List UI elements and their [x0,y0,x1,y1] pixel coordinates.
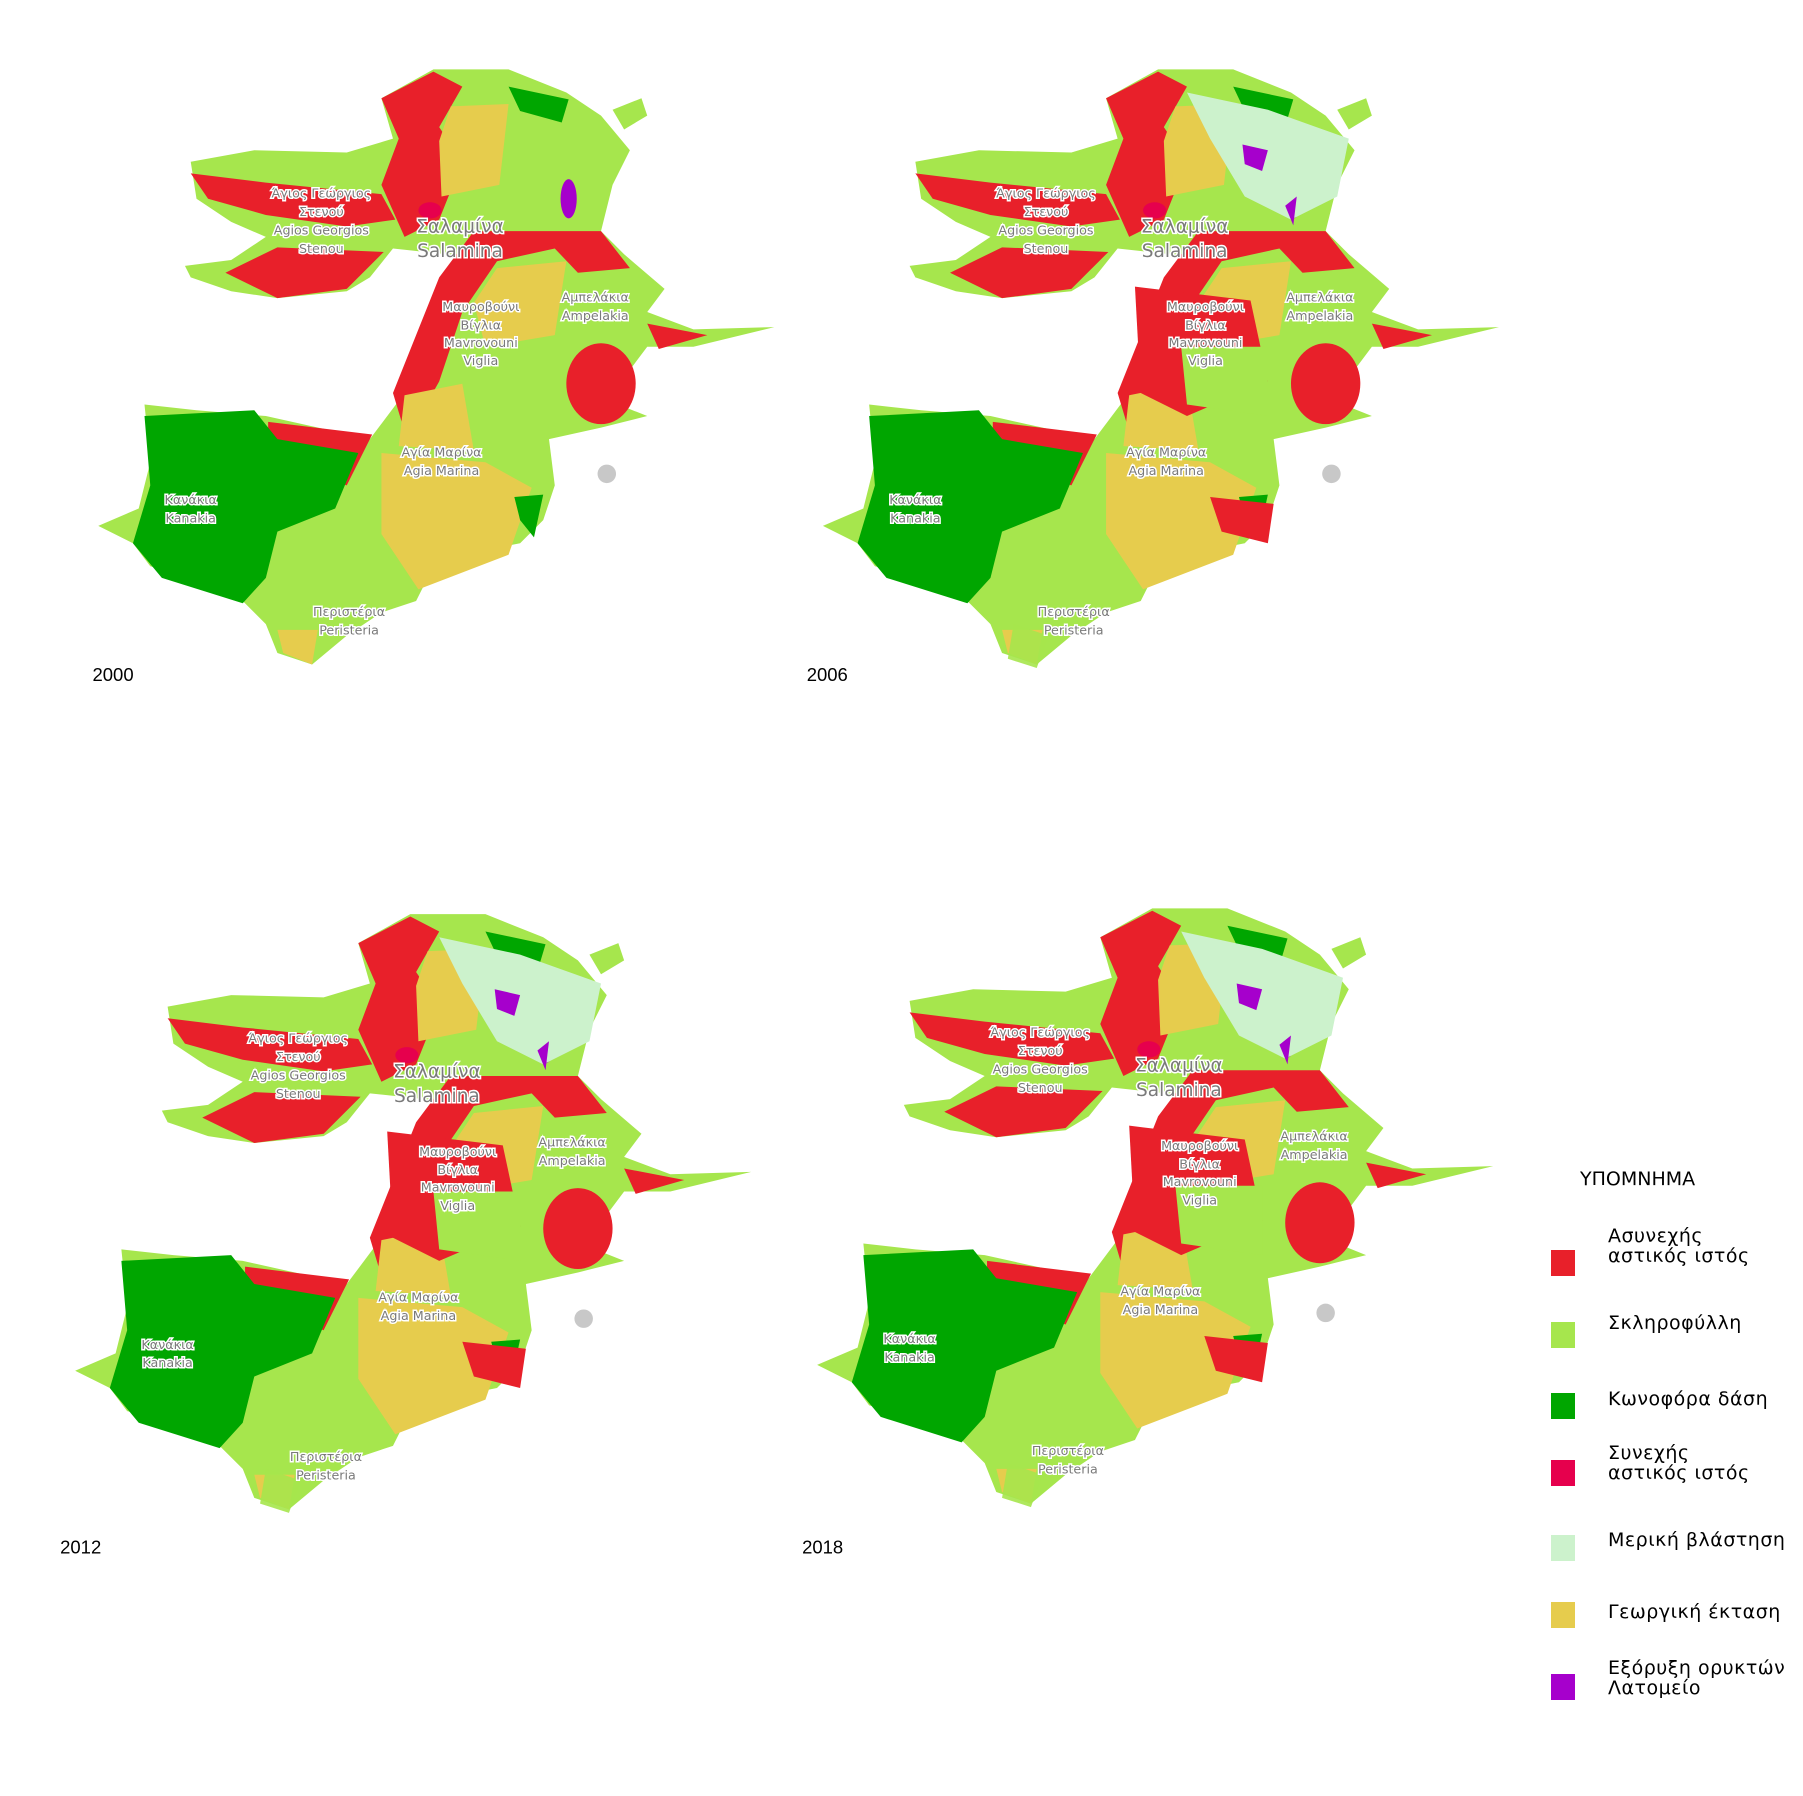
place-label: Agia Marina [381,1308,456,1323]
place-label: Viglia [1182,1192,1217,1207]
place-label: Ampelakia [1281,1147,1348,1162]
place-label: Μαυροβούνι [1161,1138,1238,1153]
map-year: 2000 [92,664,133,685]
place-label: Mavrovouni [1163,1174,1237,1189]
place-label: Stenou [299,241,344,256]
place-label: Mavrovouni [421,1180,495,1195]
place-label: Μαυροβούνι [1167,299,1244,314]
place-label: Αμπελάκια [538,1135,605,1150]
map: Άγιος Γεώργιος Στενού Agios Georgios Stenou… [817,908,1494,1508]
map: Άγιος Γεώργιος Στενού Agios Georgios Stenou… [75,914,752,1513]
place-label: Αγία Μαρίνα [401,445,481,460]
place-label: Mavrovouni [444,335,518,350]
place-label: Σαλαμίνα [416,217,504,238]
place-label: Viglia [440,1198,475,1213]
place-label: Αγία Μαρίνα [1126,445,1206,460]
place-label: Βίγλια [1185,317,1226,332]
place-label: Αγία Μαρίνα [1120,1284,1200,1299]
place-label: Agios Georgios [998,223,1093,238]
place-label: Περιστέρια [290,1449,362,1464]
place-label: Peristeria [319,623,379,638]
place-label: Salamina [1142,241,1228,262]
place-label: Άγιος Γεώργιος [248,1030,348,1045]
place-label: Βίγλια [460,317,501,332]
place-label: Ampelakia [562,308,629,323]
place-label: Salamina [1136,1080,1222,1101]
place-label: Agios Georgios [274,223,369,238]
place-label: Βίγλια [1179,1156,1220,1171]
place-label: Agios Georgios [251,1067,346,1082]
place-label: Mavrovouni [1169,335,1243,350]
place-label: Σαλαμίνα [1141,217,1229,238]
place-label: Kanakia [142,1355,192,1370]
map-year: 2006 [807,664,848,685]
place-label: Peristeria [1044,623,1104,638]
place-label: Στενού [1018,1043,1063,1058]
place-label: Περιστέρια [313,604,385,619]
place-label: Στενού [276,1049,321,1064]
place-label: Peristeria [296,1467,356,1482]
map: Άγιος Γεώργιος Στενού Agios Georgios Stenou… [822,69,1500,669]
place-label: Kanakia [166,510,216,525]
place-label: Salamina [394,1086,480,1107]
place-label: Περιστέρια [1038,604,1110,619]
place-label: Μαυροβούνι [442,299,519,314]
place-label: Peristeria [1038,1462,1098,1477]
place-label: Άγιος Γεώργιος [990,1025,1090,1040]
place-label: Σαλαμίνα [393,1062,481,1083]
place-label: Kanakia [884,1349,934,1364]
place-label: Ampelakia [1286,308,1353,323]
place-label: Αμπελάκια [1286,290,1353,305]
place-label: Σαλαμίνα [1135,1056,1223,1077]
place-label: Salamina [417,241,503,262]
place-label: Agia Marina [1128,463,1203,478]
place-label: Στενού [1024,204,1069,219]
place-label: Agios Georgios [993,1062,1088,1077]
place-label: Agia Marina [1123,1302,1198,1317]
place-label: Αμπελάκια [562,290,629,305]
place-label: Kanakia [890,510,940,525]
place-label: Περιστέρια [1032,1443,1104,1458]
place-label: Κανάκια [883,1331,935,1346]
place-label: Στενού [299,204,344,219]
place-label: Κανάκια [889,492,941,507]
place-label: Viglia [1188,353,1223,368]
place-label: Μαυροβούνι [419,1144,496,1159]
place-label: Κανάκια [165,492,217,507]
place-label: Ampelakia [539,1153,606,1168]
place-label: Άγιος Γεώργιος [272,186,372,201]
place-label: Αγία Μαρίνα [378,1289,458,1304]
map: Άγιος Γεώργιος Στενού Agios Georgios Stenou… [98,69,775,665]
map-year: 2018 [802,1537,843,1558]
place-label: Agia Marina [404,463,479,478]
island [98,69,775,665]
place-label: Viglia [463,353,498,368]
map-year: 2012 [60,1537,101,1558]
place-label: Άγιος Γεώργιος [996,186,1096,201]
place-label: Stenou [1018,1080,1063,1095]
place-label: Βίγλια [437,1162,478,1177]
place-label: Κανάκια [141,1337,193,1352]
place-label: Stenou [1024,241,1069,256]
place-label: Αμπελάκια [1280,1129,1347,1144]
place-label: Stenou [276,1086,321,1101]
